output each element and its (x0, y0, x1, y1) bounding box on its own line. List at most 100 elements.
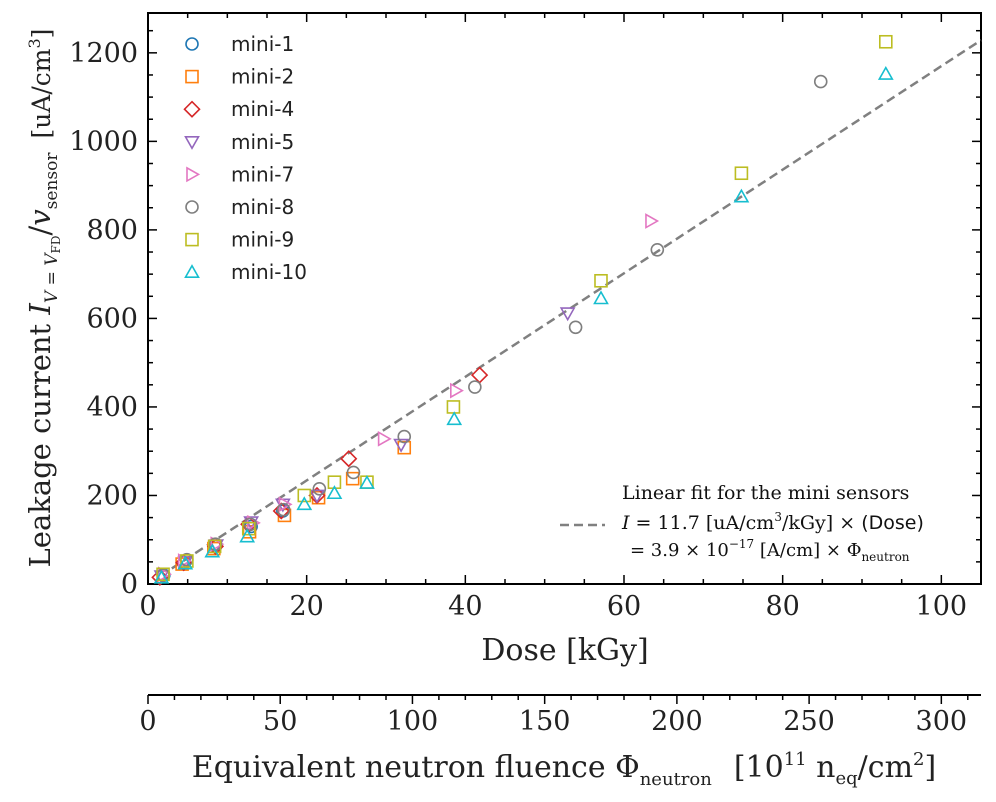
secondary-tick-label: 300 (916, 706, 968, 737)
point-mini-4 (151, 568, 169, 586)
point-mini-5 (309, 489, 325, 504)
legend-label: mini-2 (231, 65, 294, 89)
point-mini-8 (276, 502, 291, 517)
point-mini-10 (359, 474, 375, 489)
point-mini-8 (468, 380, 482, 394)
y-tick-label: 800 (86, 215, 138, 246)
fit-eq2-unit: [A/cm] × Φ (754, 540, 861, 561)
secondary-axis-label-unit-open: [10 (734, 750, 784, 785)
legend-label: mini-1 (231, 32, 294, 56)
fit-eq2-sub: neutron (861, 550, 909, 564)
legend-entry-mini-8: mini-8 (185, 195, 294, 219)
fit-eq1-I: I (621, 512, 630, 534)
point-mini-10 (296, 496, 313, 511)
fit-eq1-unit: [uA/cm (700, 512, 774, 534)
y-axis-label-I-sub2: FD (49, 236, 63, 254)
legend-entry-mini-1: mini-1 (185, 32, 294, 56)
y-axis-label-unit: [uA/cm (27, 48, 56, 138)
point-mini-7 (450, 382, 464, 399)
series-mini-4 (151, 366, 489, 586)
secondary-axis-label-unit-n: n (807, 750, 836, 785)
point-mini-9 (241, 521, 256, 536)
fit-eq2-exp: −17 (729, 537, 754, 551)
legend-label: mini-4 (231, 97, 294, 121)
secondary-axis-label-main: Equivalent neutron fluence Φ (192, 750, 640, 785)
secondary-axis-label-unit-neq: eq (835, 768, 857, 789)
y-tick-label: 400 (86, 392, 138, 423)
legend-marker-mini-9 (185, 232, 199, 247)
y-axis-label-unit-close: ] (27, 29, 56, 39)
point-mini-9 (734, 166, 749, 181)
fit-equation-2: = 3.9 × 10−17 [A/cm] × Φneutron (630, 537, 910, 564)
legend-entry-mini-2: mini-2 (185, 65, 294, 89)
legend-entry-mini-9: mini-9 (185, 228, 294, 252)
x-axis-label: Dose [kGy] (481, 633, 648, 668)
y-tick-label: 600 (86, 303, 138, 334)
legend-entry-mini-7: mini-7 (186, 162, 294, 186)
legend-label: mini-8 (231, 195, 294, 219)
axis-ticks (147, 13, 982, 585)
point-mini-10 (177, 555, 194, 570)
point-mini-7 (645, 213, 660, 229)
point-mini-9 (156, 567, 170, 582)
point-mini-2 (345, 471, 360, 486)
legend-marker-mini-10 (184, 264, 200, 279)
point-mini-10 (153, 569, 170, 584)
fit-eq1-tail: /kGy] × (782, 512, 861, 534)
fit-line (171, 39, 982, 570)
point-mini-8 (312, 482, 327, 496)
y-axis-label: Leakage current IV = VFD/vsensor [uA/cm3] (23, 29, 63, 568)
point-mini-9 (207, 539, 222, 554)
legend: mini-1 mini-2 mini-4 mini-5 mini-7 mini-8 mini… (183, 32, 307, 284)
point-mini-8 (243, 517, 258, 532)
legend-label: mini-10 (231, 260, 307, 284)
fit-eq1-unit-sup: 3 (774, 510, 782, 524)
fit-title: Linear fit for the mini sensors (622, 482, 909, 504)
y-axis-label-I-sub: V = V (42, 252, 62, 303)
x-tick-label: 80 (765, 591, 799, 622)
point-mini-5 (559, 307, 576, 322)
secondary-axis-label-unit-cm: /cm (858, 750, 913, 785)
point-mini-9 (878, 34, 893, 49)
secondary-axis-label-unit-cm-sup: 2 (913, 749, 924, 770)
x-tick-label: 0 (139, 591, 156, 622)
y-tick-label: 1000 (69, 126, 138, 157)
legend-label: mini-9 (231, 228, 294, 252)
y-axis-label-unit-sup: 3 (25, 38, 44, 48)
point-mini-10 (877, 65, 894, 80)
legend-entry-mini-5: mini-5 (184, 130, 294, 154)
point-mini-4 (272, 502, 290, 520)
point-mini-10 (239, 528, 256, 543)
point-mini-5 (393, 438, 409, 453)
legend-marker-mini-8 (185, 200, 199, 214)
point-mini-9 (594, 273, 608, 288)
point-mini-10 (733, 188, 750, 203)
legend-label: mini-5 (231, 130, 294, 154)
x-tick-label: 60 (607, 591, 641, 622)
point-mini-10 (326, 485, 343, 500)
secondary-tick-label: 50 (263, 706, 297, 737)
point-mini-10 (446, 411, 463, 426)
legend-label: mini-7 (231, 162, 294, 186)
series-mini-10 (153, 65, 894, 584)
plot-frame (147, 12, 982, 585)
point-mini-7 (377, 430, 392, 447)
legend-entry-mini-10: mini-10 (184, 260, 307, 284)
y-tick-label: 1200 (69, 38, 138, 69)
secondary-axis-ticks: 0 50 100 150 200 250 300 (139, 695, 969, 737)
legend-marker-mini-7 (186, 166, 201, 183)
fit-equation-1: I = 11.7 [uA/cm3/kGy] × (Dose) (621, 510, 924, 534)
fit-layer (171, 39, 982, 570)
y-axis-label-v: v (23, 209, 57, 226)
secondary-tick-label: 200 (651, 706, 703, 737)
y-axis-label-prefix: Leakage current (23, 315, 57, 568)
fit-eq1-dose: (Dose) (861, 512, 924, 534)
point-mini-8 (346, 465, 361, 480)
point-mini-4 (340, 450, 358, 468)
secondary-axis-label: Equivalent neutron fluence Φneutron [1011… (192, 749, 936, 790)
point-mini-10 (204, 543, 221, 558)
point-mini-8 (650, 243, 665, 257)
secondary-axis-label-sub: neutron (640, 769, 713, 790)
